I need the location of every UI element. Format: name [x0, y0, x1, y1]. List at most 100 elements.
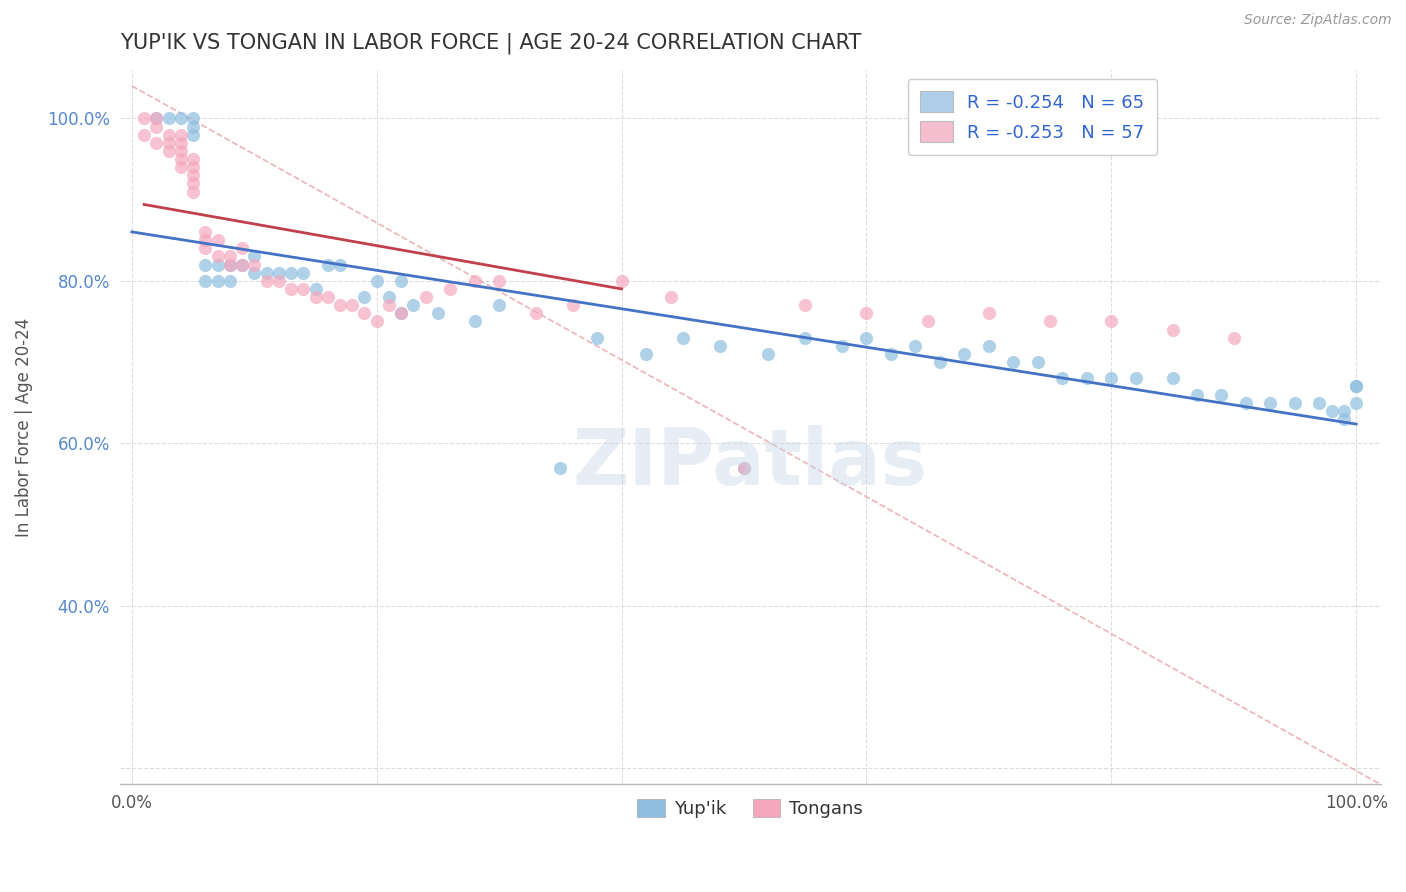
Legend: Yup'ik, Tongans: Yup'ik, Tongans: [630, 791, 870, 825]
Point: [132, 112, 155, 126]
Point: [157, 112, 180, 126]
Point: [1026, 355, 1049, 369]
Y-axis label: In Labor Force | Age 20-24: In Labor Force | Age 20-24: [15, 318, 32, 537]
Point: [1099, 314, 1122, 328]
Point: [243, 250, 266, 264]
Point: [464, 314, 486, 328]
Point: [207, 250, 229, 264]
Point: [231, 258, 253, 272]
Point: [1308, 395, 1330, 409]
Point: [194, 258, 217, 272]
Point: [1039, 314, 1062, 328]
Point: [488, 274, 510, 288]
Point: [488, 298, 510, 312]
Point: [831, 339, 853, 353]
Point: [953, 347, 976, 361]
Point: [207, 274, 229, 288]
Point: [389, 306, 412, 320]
Point: [218, 250, 240, 264]
Point: [181, 120, 204, 134]
Point: [928, 355, 950, 369]
Point: [389, 306, 412, 320]
Point: [1333, 404, 1355, 418]
Point: [353, 290, 375, 304]
Point: [1185, 387, 1208, 401]
Text: ZIPatlas: ZIPatlas: [572, 425, 928, 500]
Point: [1284, 395, 1306, 409]
Point: [709, 339, 731, 353]
Point: [181, 177, 204, 191]
Point: [1346, 379, 1368, 393]
Point: [194, 241, 217, 255]
Point: [1346, 379, 1368, 393]
Point: [610, 274, 633, 288]
Point: [267, 274, 290, 288]
Point: [157, 128, 180, 142]
Point: [280, 266, 302, 280]
Point: [170, 144, 193, 158]
Point: [342, 298, 364, 312]
Point: [1222, 331, 1244, 345]
Point: [550, 460, 572, 475]
Point: [794, 331, 817, 345]
Point: [170, 152, 193, 166]
Text: YUP'IK VS TONGAN IN LABOR FORCE | AGE 20-24 CORRELATION CHART: YUP'IK VS TONGAN IN LABOR FORCE | AGE 20…: [120, 33, 860, 54]
Point: [280, 282, 302, 296]
Point: [181, 185, 204, 199]
Point: [218, 258, 240, 272]
Point: [181, 160, 204, 174]
Point: [904, 339, 927, 353]
Point: [1125, 371, 1147, 385]
Point: [389, 274, 412, 288]
Point: [329, 258, 352, 272]
Point: [145, 112, 167, 126]
Point: [292, 282, 315, 296]
Point: [194, 274, 217, 288]
Point: [1002, 355, 1025, 369]
Point: [207, 258, 229, 272]
Point: [880, 347, 903, 361]
Point: [181, 152, 204, 166]
Point: [1076, 371, 1098, 385]
Point: [231, 241, 253, 255]
Point: [145, 112, 167, 126]
Point: [733, 460, 755, 475]
Point: [1161, 322, 1184, 336]
Point: [157, 136, 180, 150]
Point: [170, 128, 193, 142]
Point: [561, 298, 583, 312]
Point: [243, 266, 266, 280]
Point: [157, 144, 180, 158]
Point: [977, 306, 1000, 320]
Point: [181, 168, 204, 182]
Point: [1211, 387, 1233, 401]
Point: [170, 112, 193, 126]
Point: [402, 298, 425, 312]
Point: [917, 314, 939, 328]
Point: [353, 306, 375, 320]
Point: [524, 306, 547, 320]
Point: [855, 306, 877, 320]
Point: [794, 298, 817, 312]
Text: Source: ZipAtlas.com: Source: ZipAtlas.com: [1244, 13, 1392, 28]
Point: [145, 136, 167, 150]
Point: [366, 314, 388, 328]
Point: [659, 290, 682, 304]
Point: [586, 331, 609, 345]
Point: [194, 225, 217, 239]
Point: [304, 290, 326, 304]
Point: [1320, 404, 1343, 418]
Point: [181, 128, 204, 142]
Point: [304, 282, 326, 296]
Point: [636, 347, 658, 361]
Point: [366, 274, 388, 288]
Point: [1346, 395, 1368, 409]
Point: [132, 128, 155, 142]
Point: [977, 339, 1000, 353]
Point: [316, 290, 339, 304]
Point: [316, 258, 339, 272]
Point: [329, 298, 352, 312]
Point: [256, 266, 278, 280]
Point: [170, 160, 193, 174]
Point: [378, 290, 401, 304]
